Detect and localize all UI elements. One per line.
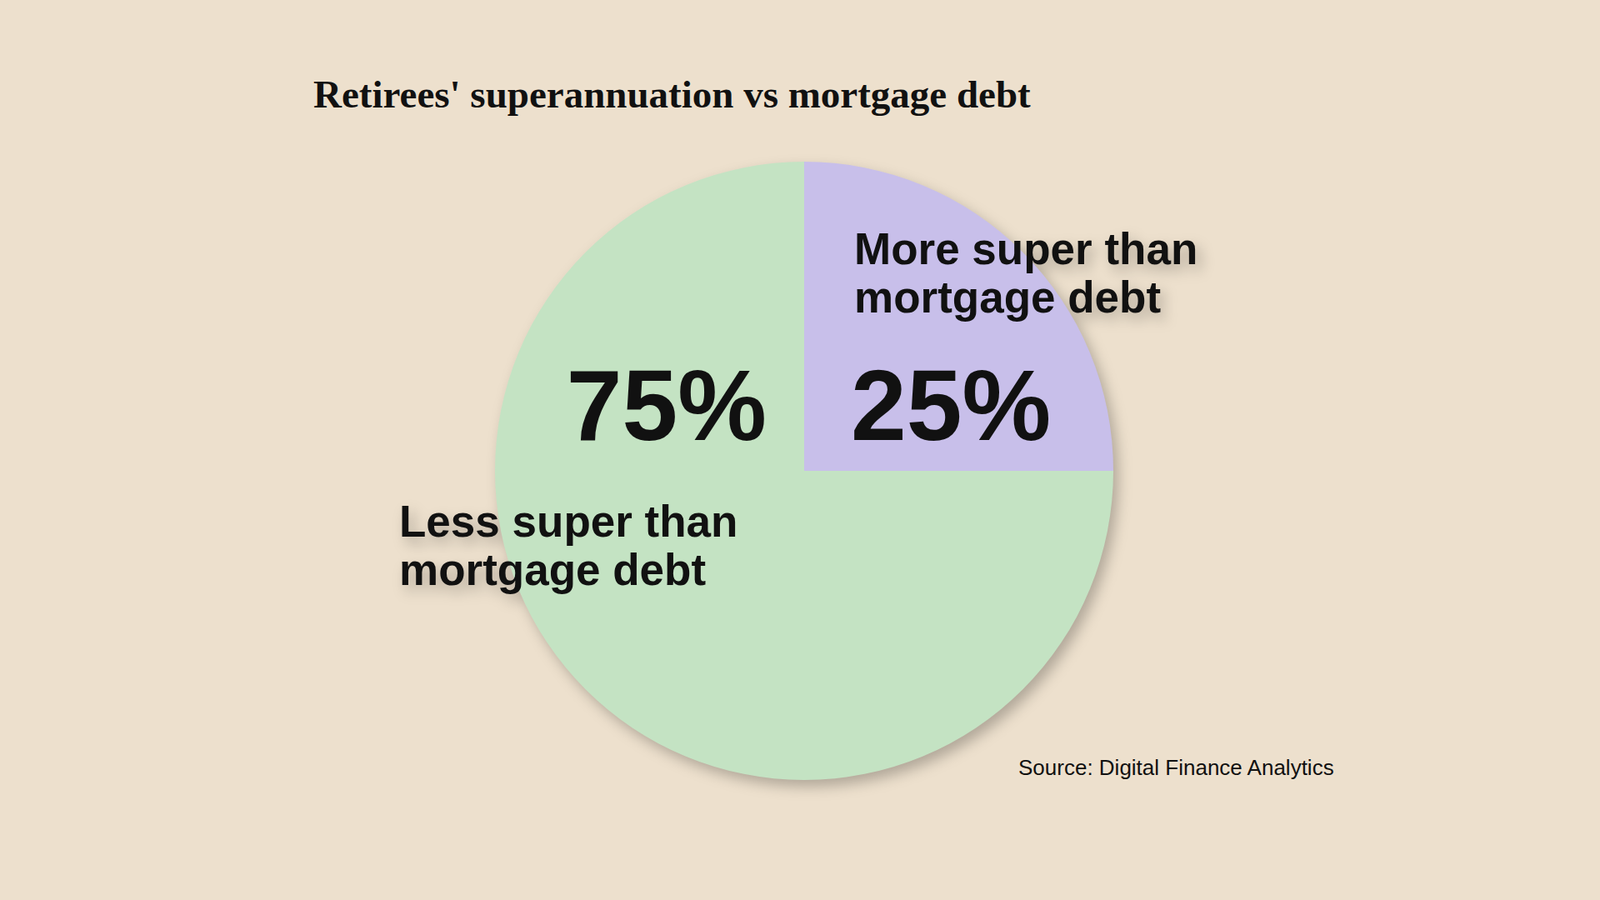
- html-text:Source: Digital Finance Analyt: Source: Digital Finance Analytics: [1018, 755, 1334, 780]
- svg-text:mortgage debt: mortgage debt: [399, 545, 706, 595]
- svg-text:75%: 75%: [566, 349, 767, 461]
- svg-text:Less super than: Less super than: [399, 496, 738, 546]
- svg-text:25%: 25%: [850, 349, 1051, 461]
- svg-text:mortgage debt: mortgage debt: [854, 272, 1161, 322]
- svg-text:More super than: More super than: [854, 224, 1198, 274]
- html-text:Retirees' superannuation vs mo: Retirees' superannuation vs mortgage deb…: [313, 72, 1031, 116]
